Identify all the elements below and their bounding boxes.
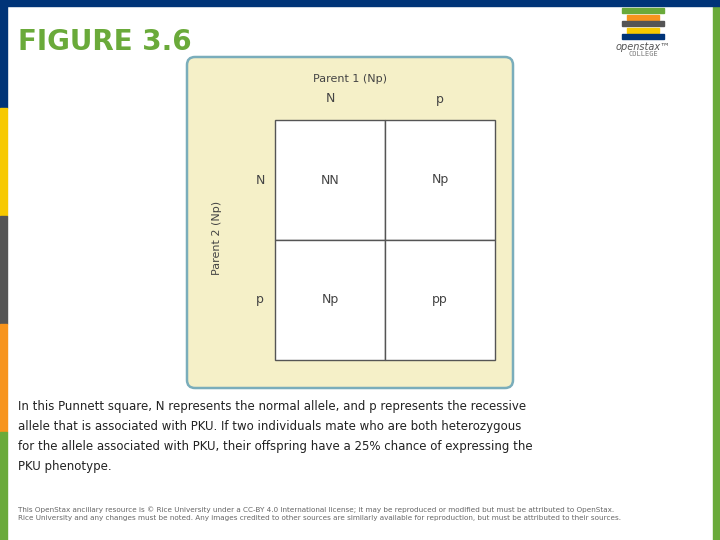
- Bar: [0, 0, 720, 6]
- Bar: [622, 34, 664, 39]
- FancyBboxPatch shape: [187, 57, 513, 388]
- Bar: [0, 216, 7, 324]
- Text: COLLEGE: COLLEGE: [628, 51, 658, 57]
- Bar: [385, 240, 495, 360]
- Bar: [622, 21, 664, 26]
- Text: p: p: [436, 92, 444, 105]
- Text: p: p: [256, 294, 264, 307]
- Bar: [385, 120, 495, 240]
- Bar: [275, 240, 385, 360]
- Bar: [622, 8, 664, 13]
- Text: NN: NN: [320, 173, 339, 186]
- Bar: [0, 0, 7, 108]
- Bar: [275, 120, 385, 240]
- Bar: [0, 324, 7, 432]
- Text: N: N: [256, 173, 265, 186]
- Bar: [627, 15, 659, 19]
- Text: FIGURE 3.6: FIGURE 3.6: [18, 28, 192, 56]
- Bar: [713, 0, 720, 540]
- Text: pp: pp: [432, 294, 448, 307]
- Bar: [0, 432, 7, 540]
- Text: In this Punnett square, N represents the normal allele, and p represents the rec: In this Punnett square, N represents the…: [18, 400, 533, 473]
- Text: N: N: [325, 92, 335, 105]
- Text: Parent 1 (Np): Parent 1 (Np): [313, 74, 387, 84]
- Bar: [627, 28, 659, 32]
- Text: openstax™: openstax™: [616, 43, 670, 52]
- Text: Np: Np: [321, 294, 338, 307]
- Text: Parent 2 (Np): Parent 2 (Np): [212, 200, 222, 274]
- Bar: [0, 108, 7, 216]
- Text: This OpenStax ancillary resource is © Rice University under a CC-BY 4.0 Internat: This OpenStax ancillary resource is © Ri…: [18, 506, 621, 521]
- Text: Np: Np: [431, 173, 449, 186]
